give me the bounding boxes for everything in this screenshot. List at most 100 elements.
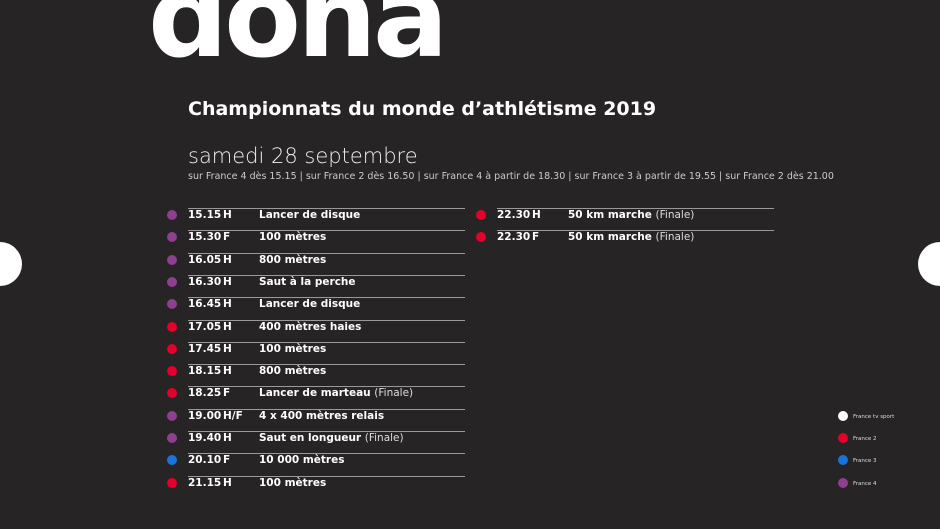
title: Championnats du monde d’athlétisme 2019	[188, 98, 657, 120]
broadcast-info: sur France 4 dès 15.15 | sur France 2 dè…	[188, 171, 834, 182]
event: 100 mètres	[259, 343, 326, 355]
separator	[188, 341, 465, 343]
channel-dot	[167, 455, 177, 466]
gender: F	[223, 454, 231, 467]
legend-dot	[838, 455, 848, 466]
channel-dot	[167, 210, 177, 220]
event: Lancer de disque	[259, 298, 360, 310]
event: 50 km marche (Finale)	[568, 209, 694, 221]
event-name: 10 000 mètres	[259, 454, 345, 467]
separator	[497, 230, 774, 232]
channel-dot	[167, 366, 177, 377]
time: 17.45	[188, 342, 222, 355]
event: Lancer de marteau (Finale)	[259, 387, 413, 399]
separator	[188, 252, 465, 254]
time: 22.30	[497, 209, 531, 221]
time: 18.25	[188, 387, 222, 400]
event-note: (Finale)	[374, 387, 414, 400]
gender: H	[223, 253, 232, 266]
legend-label: France 2	[853, 436, 877, 443]
event: Saut en longueur (Finale)	[259, 432, 404, 444]
time: 15.30	[188, 231, 222, 244]
separator	[188, 319, 465, 321]
channel-dot	[167, 343, 177, 354]
time: 22.30	[497, 231, 531, 244]
gender: H	[223, 365, 232, 378]
time: 19.00	[188, 409, 222, 422]
event-name: 50 km marche	[568, 209, 652, 221]
time: 18.15	[188, 365, 222, 378]
legend-dot	[838, 433, 848, 444]
event: 800 mètres	[259, 365, 326, 377]
time: 15.15	[188, 209, 222, 221]
separator	[188, 297, 465, 299]
separator	[188, 453, 465, 455]
time: 16.05	[188, 253, 222, 266]
event-name: 50 km marche	[568, 231, 652, 244]
event: 800 mètres	[259, 254, 326, 266]
time: 20.10	[188, 454, 222, 467]
time: 17.05	[188, 320, 222, 333]
legend-dot	[838, 411, 848, 421]
gender: F	[223, 387, 231, 400]
time: 21.15	[188, 476, 222, 489]
channel-dot	[167, 254, 177, 265]
logo: doha	[148, 0, 448, 83]
channel-dot	[167, 477, 177, 488]
event-name: 100 mètres	[259, 231, 327, 244]
channel-dot	[167, 299, 177, 310]
event-name: 100 mètres	[259, 342, 327, 355]
event-name: 800 mètres	[259, 253, 327, 266]
separator	[188, 475, 465, 477]
separator	[188, 408, 465, 410]
separator	[188, 230, 465, 232]
event-name: 400 mètres haies	[259, 320, 362, 333]
event: 100 mètres	[259, 231, 326, 243]
event-note: (Finale)	[364, 432, 404, 444]
gender: H/F	[223, 409, 243, 422]
channel-dot	[167, 276, 177, 287]
event-name: Saut en longueur	[259, 432, 362, 444]
legend-label: France 4	[853, 480, 877, 487]
channel-dot	[476, 232, 486, 243]
channel-dot	[167, 410, 177, 421]
time: 19.40	[188, 432, 222, 444]
separator	[188, 386, 465, 388]
channel-dot	[167, 388, 177, 399]
legend-dot	[838, 477, 848, 488]
side-circle	[918, 242, 940, 286]
legend-label: France 3	[853, 458, 877, 465]
event-note: (Finale)	[655, 231, 695, 244]
event-name: 4 x 400 mètres relais	[259, 409, 385, 422]
gender: F	[223, 231, 231, 244]
time: 16.30	[188, 275, 222, 288]
gender: H	[223, 275, 232, 288]
event-name: Lancer de disque	[259, 298, 361, 311]
separator	[188, 274, 465, 276]
date: samedi 28 septembre	[188, 144, 418, 168]
event: 4 x 400 mètres relais	[259, 410, 384, 422]
channel-dot	[167, 321, 177, 332]
event: Lancer de disque	[259, 209, 360, 221]
separator	[188, 431, 465, 432]
time: 16.45	[188, 298, 222, 311]
channel-dot	[167, 232, 177, 243]
gender: H	[532, 209, 541, 221]
separator	[188, 208, 465, 209]
event-name: Saut à la perche	[259, 275, 356, 288]
channel-dot	[476, 210, 486, 220]
event-name: 100 mètres	[259, 476, 327, 489]
gender: H	[223, 320, 232, 333]
event: Saut à la perche	[259, 276, 356, 288]
separator	[497, 208, 774, 209]
event: 400 mètres haies	[259, 321, 361, 333]
gender: F	[532, 231, 540, 244]
event-name: 800 mètres	[259, 365, 327, 378]
side-circle	[0, 242, 22, 286]
event: 50 km marche (Finale)	[568, 231, 694, 243]
gender: H	[223, 298, 232, 311]
channel-dot	[167, 433, 177, 443]
gender: H	[223, 209, 232, 221]
event: 100 mètres	[259, 477, 326, 489]
